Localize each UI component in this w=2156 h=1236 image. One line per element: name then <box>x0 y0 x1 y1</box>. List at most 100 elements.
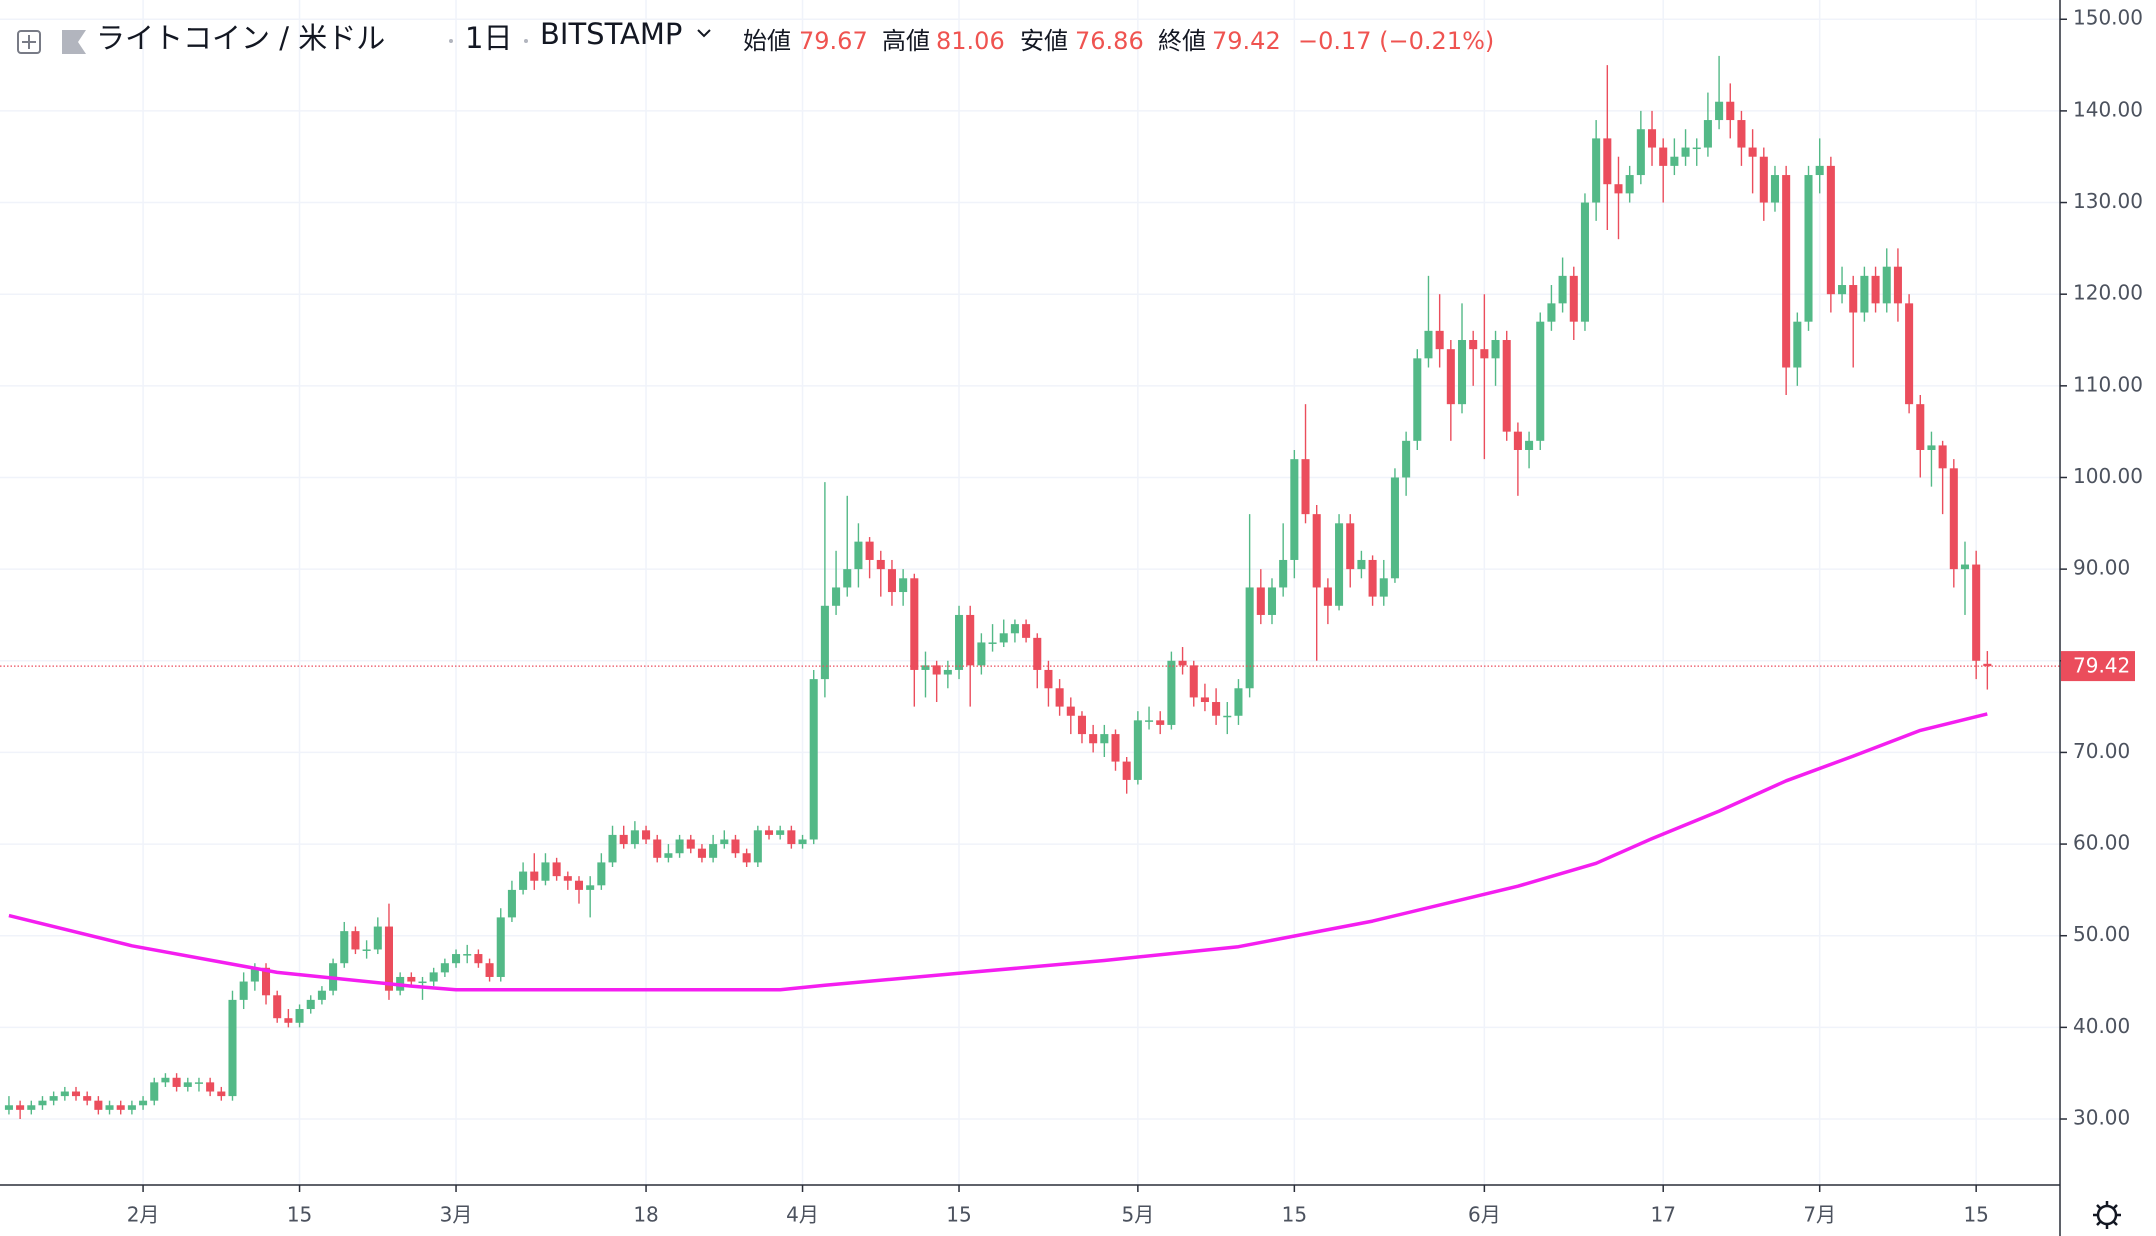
x-tick-label: 15 <box>287 1203 312 1227</box>
candle-body <box>1267 587 1277 615</box>
open-value: 79.67 <box>799 27 868 55</box>
candle-body <box>1569 275 1578 322</box>
last-price-label: 79.42 <box>2073 654 2130 678</box>
settings-gear-teeth <box>2093 1201 2121 1229</box>
high-label: 高値 <box>882 27 930 55</box>
y-tick-label: 100.00 <box>2073 464 2143 488</box>
candle-body <box>418 981 427 984</box>
candle-body <box>150 1082 159 1101</box>
low-label: 安値 <box>1020 27 1068 55</box>
candle-body <box>1145 720 1154 722</box>
candle-body <box>373 926 382 950</box>
candle-body <box>988 642 997 644</box>
candle-body <box>1983 663 1992 667</box>
candle-body <box>1480 349 1489 359</box>
candle-body <box>172 1077 181 1087</box>
x-tick-label: 4月 <box>786 1203 819 1227</box>
candle-body <box>60 1091 69 1097</box>
candle-body <box>966 614 975 666</box>
candle-body <box>1748 147 1757 157</box>
candle-body <box>1122 761 1131 780</box>
candle-body <box>563 876 572 881</box>
candle-body <box>1312 514 1321 588</box>
y-tick-label: 30.00 <box>2073 1106 2130 1130</box>
candle-body <box>1648 129 1657 148</box>
candle-body <box>787 830 796 845</box>
candle-body <box>1804 175 1813 322</box>
x-tick-label: 7月 <box>1803 1203 1836 1227</box>
candle-body <box>1860 275 1869 313</box>
candle-body <box>1715 101 1724 121</box>
candle-body <box>1636 129 1645 176</box>
y-tick-label: 90.00 <box>2073 556 2130 580</box>
candle-body <box>1782 175 1791 368</box>
candle-body <box>273 995 282 1019</box>
settings-icon[interactable] <box>2093 1201 2121 1229</box>
candle-body <box>1536 321 1545 441</box>
symbol-title[interactable]: ライトコイン / 米ドル <box>96 21 385 55</box>
candle-body <box>463 954 472 956</box>
candle-body <box>574 880 584 890</box>
candle-body <box>1625 175 1634 194</box>
y-tick-label: 50.00 <box>2073 922 2130 946</box>
candle-body <box>1189 665 1198 698</box>
candle-body <box>1960 564 1970 570</box>
candle-body <box>1212 702 1221 716</box>
exchange[interactable]: BITSTAMP <box>540 17 682 51</box>
candle-body <box>1133 720 1142 780</box>
candle-body <box>1200 697 1209 703</box>
candle-body <box>362 949 371 951</box>
candle-body <box>1223 715 1232 718</box>
candle-body <box>1681 147 1690 157</box>
candle-body <box>1972 564 1981 661</box>
candle-body <box>1167 660 1176 725</box>
candle-body <box>127 1105 136 1110</box>
close-label: 終値 <box>1158 27 1206 55</box>
candle-body <box>954 614 964 670</box>
add-icon[interactable] <box>17 30 41 54</box>
candle-body <box>1290 459 1299 560</box>
candle-body <box>83 1096 92 1101</box>
candle-body <box>1547 303 1556 322</box>
candle-body <box>1357 559 1366 570</box>
candle-body <box>250 967 259 982</box>
interval[interactable]: 1日 <box>465 21 512 55</box>
moving-average-line <box>8 712 1988 992</box>
exchange-dropdown[interactable] <box>697 29 711 38</box>
candle-body <box>1457 340 1467 405</box>
candle-body <box>1491 340 1500 359</box>
x-tick-label: 15 <box>946 1203 971 1227</box>
candle-body <box>597 862 606 886</box>
candle-body <box>1256 587 1265 615</box>
candle-body <box>608 834 617 863</box>
candle-body <box>1245 587 1254 689</box>
candle-body <box>38 1100 47 1106</box>
candle-body <box>1726 101 1735 121</box>
candle-body <box>1502 340 1511 432</box>
candle-body <box>1424 330 1433 359</box>
y-tick-label: 60.00 <box>2073 831 2130 855</box>
candle-body <box>1949 468 1958 570</box>
candle-body <box>1793 321 1802 368</box>
change-value: −0.17 (−0.21%) <box>1298 27 1494 55</box>
y-tick-label: 40.00 <box>2073 1014 2130 1038</box>
candle-body <box>1066 706 1075 716</box>
candle-body <box>49 1096 58 1101</box>
candle-body <box>1770 175 1779 203</box>
candle-body <box>720 839 729 845</box>
candle-body <box>94 1100 103 1110</box>
candle-body <box>1938 445 1947 469</box>
candle-body <box>1010 624 1019 634</box>
header: ライトコイン / 米ドル 1日 BITSTAMP 始値 79.67 高値 81.… <box>17 17 1494 55</box>
candle-body <box>899 578 908 593</box>
candle-body <box>1077 715 1086 735</box>
x-tick-label: 5月 <box>1121 1203 1154 1227</box>
symbol-flag[interactable] <box>62 30 86 54</box>
candle-body <box>27 1105 36 1110</box>
candle-body <box>1402 440 1411 478</box>
x-tick-label: 3月 <box>440 1203 473 1227</box>
candle-body <box>407 976 416 982</box>
candle-body <box>1301 459 1310 515</box>
candle-body <box>1893 266 1902 304</box>
